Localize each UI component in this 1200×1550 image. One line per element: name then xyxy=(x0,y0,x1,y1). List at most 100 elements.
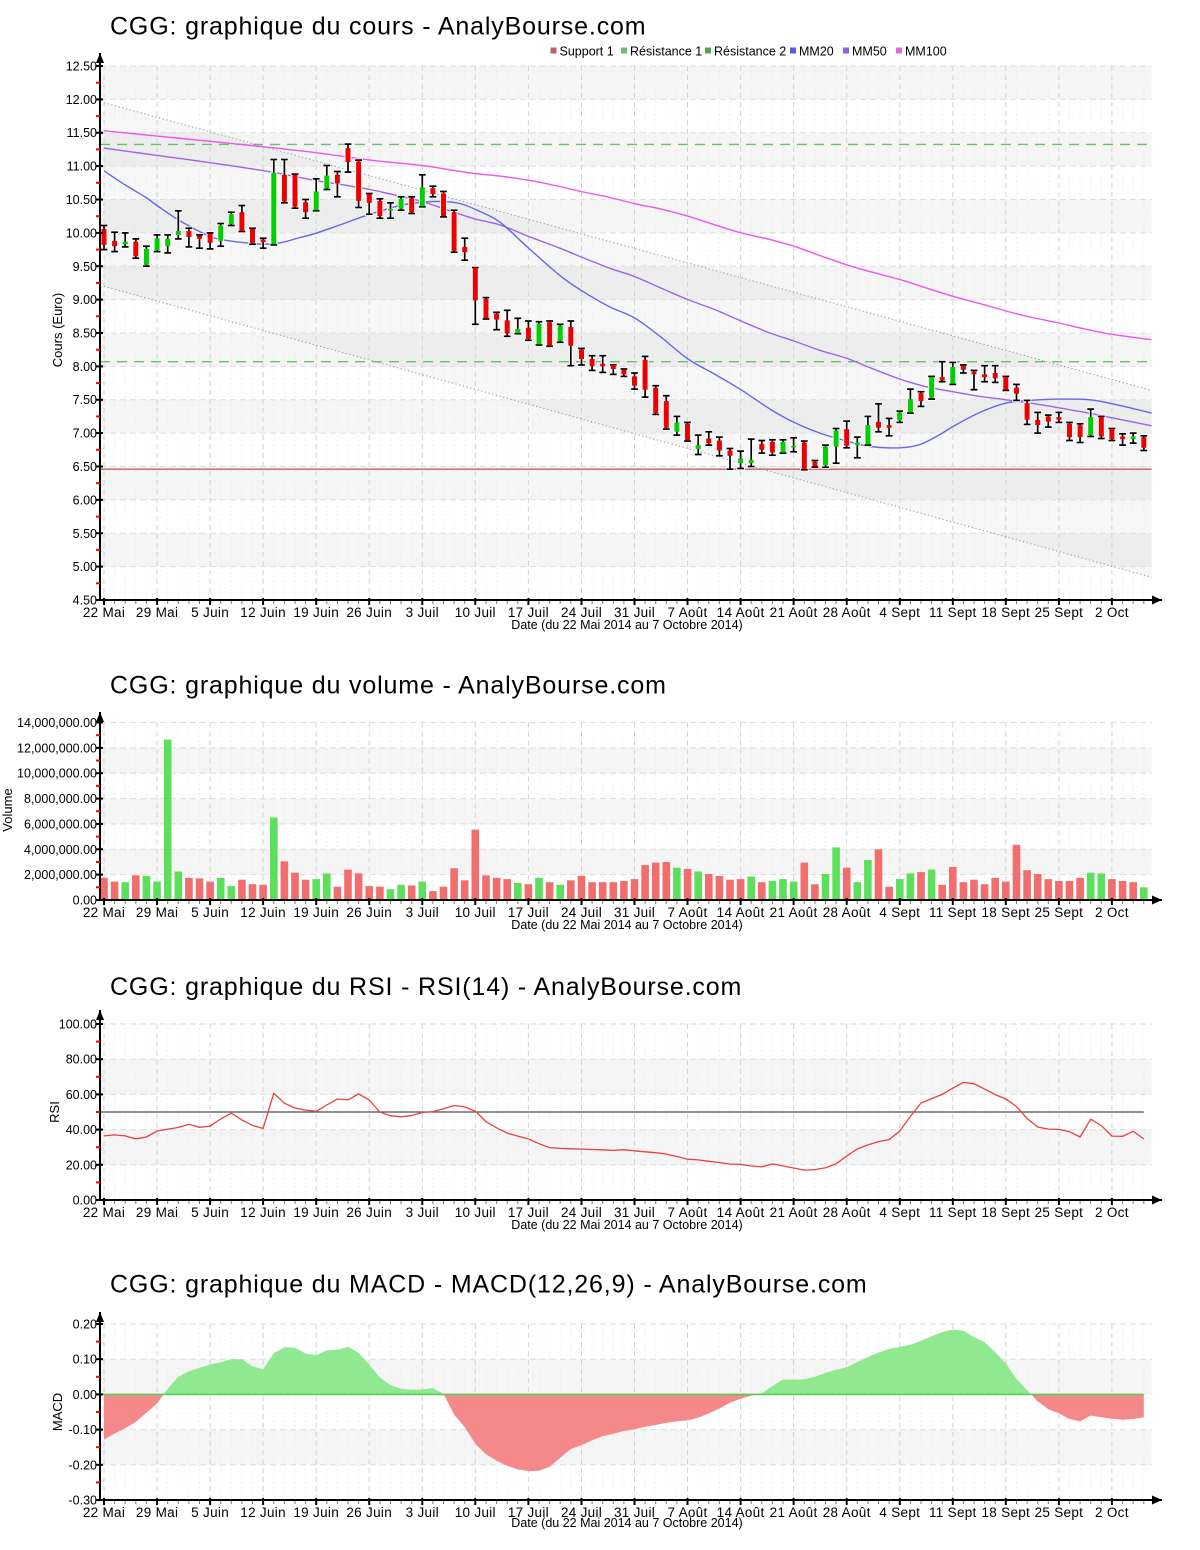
svg-text:12 Juin: 12 Juin xyxy=(240,605,286,620)
svg-text:29 Mai: 29 Mai xyxy=(136,1205,178,1220)
svg-text:4 Sept: 4 Sept xyxy=(879,905,920,920)
svg-text:2 Oct: 2 Oct xyxy=(1095,1505,1129,1520)
svg-text:10,000,000.00: 10,000,000.00 xyxy=(17,767,97,781)
svg-text:21 Août: 21 Août xyxy=(770,905,818,920)
svg-text:12 Juin: 12 Juin xyxy=(240,905,286,920)
svg-text:25 Sept: 25 Sept xyxy=(1035,605,1084,620)
svg-text:4 Sept: 4 Sept xyxy=(879,1205,920,1220)
svg-text:14 Août: 14 Août xyxy=(717,1205,765,1220)
svg-text:MM100: MM100 xyxy=(905,45,947,59)
svg-text:26 Juin: 26 Juin xyxy=(346,905,392,920)
svg-text:31 Juil: 31 Juil xyxy=(614,1205,655,1220)
svg-text:18 Sept: 18 Sept xyxy=(981,605,1030,620)
svg-text:17 Juil: 17 Juil xyxy=(508,1505,549,1520)
svg-text:-0.20: -0.20 xyxy=(69,1458,98,1472)
svg-text:Date (du 22 Mai 2014 au 7 Octo: Date (du 22 Mai 2014 au 7 Octobre 2014) xyxy=(511,618,742,632)
svg-text:7 Août: 7 Août xyxy=(667,1205,707,1220)
svg-text:9.00: 9.00 xyxy=(73,293,97,307)
svg-text:24 Juil: 24 Juil xyxy=(561,905,602,920)
svg-text:80.00: 80.00 xyxy=(66,1053,97,1067)
svg-text:-0.10: -0.10 xyxy=(69,1423,98,1437)
svg-text:0.00: 0.00 xyxy=(73,1194,97,1208)
svg-text:25 Sept: 25 Sept xyxy=(1035,905,1084,920)
svg-text:31 Juil: 31 Juil xyxy=(614,605,655,620)
svg-text:6,000,000.00: 6,000,000.00 xyxy=(24,817,97,831)
svg-text:11.50: 11.50 xyxy=(67,126,97,140)
svg-text:10.50: 10.50 xyxy=(66,193,97,207)
svg-text:CGG: graphique du volume - Ana: CGG: graphique du volume - AnalyBourse.c… xyxy=(110,672,667,700)
svg-text:10 Juil: 10 Juil xyxy=(455,905,496,920)
svg-text:28 Août: 28 Août xyxy=(823,605,871,620)
svg-text:31 Juil: 31 Juil xyxy=(614,905,655,920)
svg-text:0.20: 0.20 xyxy=(73,1318,97,1332)
svg-text:3 Juil: 3 Juil xyxy=(406,905,439,920)
svg-text:CGG: graphique du RSI - RSI(14: CGG: graphique du RSI - RSI(14) - AnalyB… xyxy=(110,973,742,1001)
svg-text:20.00: 20.00 xyxy=(66,1158,97,1172)
svg-text:11 Sept: 11 Sept xyxy=(929,905,977,920)
svg-text:5.00: 5.00 xyxy=(73,560,97,574)
svg-text:6.00: 6.00 xyxy=(73,493,97,507)
svg-text:7.50: 7.50 xyxy=(73,393,97,407)
svg-text:Résistance 2: Résistance 2 xyxy=(714,45,786,59)
svg-text:5 Juin: 5 Juin xyxy=(191,1205,229,1220)
svg-text:21 Août: 21 Août xyxy=(770,1505,818,1520)
svg-text:19 Juin: 19 Juin xyxy=(293,605,339,620)
svg-text:60.00: 60.00 xyxy=(66,1088,97,1102)
svg-text:5 Juin: 5 Juin xyxy=(191,1505,229,1520)
svg-text:10 Juil: 10 Juil xyxy=(455,1205,496,1220)
svg-text:3 Juil: 3 Juil xyxy=(406,1505,439,1520)
svg-text:19 Juin: 19 Juin xyxy=(293,1505,339,1520)
svg-text:11 Sept: 11 Sept xyxy=(929,605,977,620)
svg-text:29 Mai: 29 Mai xyxy=(136,1505,178,1520)
svg-text:26 Juin: 26 Juin xyxy=(346,1205,392,1220)
svg-text:22 Mai: 22 Mai xyxy=(83,1205,125,1220)
svg-text:28 Août: 28 Août xyxy=(823,905,871,920)
svg-text:21 Août: 21 Août xyxy=(770,605,818,620)
svg-text:MACD: MACD xyxy=(50,1393,65,1431)
svg-text:2,000,000.00: 2,000,000.00 xyxy=(24,868,97,882)
svg-text:8.50: 8.50 xyxy=(73,327,97,341)
svg-text:4.50: 4.50 xyxy=(73,594,97,608)
svg-text:4,000,000.00: 4,000,000.00 xyxy=(24,843,97,857)
svg-text:100.00: 100.00 xyxy=(59,1018,97,1032)
svg-text:Date (du 22 Mai 2014 au 7 Octo: Date (du 22 Mai 2014 au 7 Octobre 2014) xyxy=(511,1218,742,1232)
svg-text:24 Juil: 24 Juil xyxy=(561,1505,602,1520)
svg-text:29 Mai: 29 Mai xyxy=(136,905,178,920)
svg-text:Cours (Euro): Cours (Euro) xyxy=(50,293,65,367)
svg-text:18 Sept: 18 Sept xyxy=(981,1205,1030,1220)
svg-text:24 Juil: 24 Juil xyxy=(561,1205,602,1220)
svg-text:25 Sept: 25 Sept xyxy=(1035,1505,1084,1520)
svg-text:28 Août: 28 Août xyxy=(823,1205,871,1220)
svg-text:Volume: Volume xyxy=(0,788,15,831)
svg-text:Date (du 22 Mai 2014 au 7 Octo: Date (du 22 Mai 2014 au 7 Octobre 2014) xyxy=(511,1516,742,1530)
svg-text:28 Août: 28 Août xyxy=(823,1505,871,1520)
svg-text:14 Août: 14 Août xyxy=(717,605,765,620)
svg-text:0.00: 0.00 xyxy=(73,894,97,908)
svg-text:10 Juil: 10 Juil xyxy=(455,605,496,620)
svg-text:31 Juil: 31 Juil xyxy=(614,1505,655,1520)
svg-text:Support 1: Support 1 xyxy=(560,45,614,59)
svg-text:26 Juin: 26 Juin xyxy=(346,1505,392,1520)
svg-text:8,000,000.00: 8,000,000.00 xyxy=(24,792,97,806)
svg-text:Résistance 1: Résistance 1 xyxy=(630,45,702,59)
svg-text:11 Sept: 11 Sept xyxy=(929,1505,977,1520)
svg-text:11 Sept: 11 Sept xyxy=(929,1205,977,1220)
svg-text:12,000,000.00: 12,000,000.00 xyxy=(17,741,97,755)
svg-text:26 Juin: 26 Juin xyxy=(346,605,392,620)
svg-text:10 Juil: 10 Juil xyxy=(455,1505,496,1520)
svg-text:14 Août: 14 Août xyxy=(717,1505,765,1520)
svg-text:22 Mai: 22 Mai xyxy=(83,1505,125,1520)
svg-text:5 Juin: 5 Juin xyxy=(191,605,229,620)
svg-text:17 Juil: 17 Juil xyxy=(508,1205,549,1220)
svg-text:17 Juil: 17 Juil xyxy=(508,905,549,920)
svg-text:RSI: RSI xyxy=(47,1101,62,1123)
svg-text:12.00: 12.00 xyxy=(66,93,97,107)
svg-text:0.00: 0.00 xyxy=(73,1388,97,1402)
svg-text:11.00: 11.00 xyxy=(67,160,97,174)
svg-text:14 Août: 14 Août xyxy=(717,905,765,920)
svg-text:5.50: 5.50 xyxy=(73,527,97,541)
svg-text:2 Oct: 2 Oct xyxy=(1095,1205,1129,1220)
svg-text:7.00: 7.00 xyxy=(73,427,97,441)
svg-text:4 Sept: 4 Sept xyxy=(879,605,920,620)
svg-text:MM50: MM50 xyxy=(852,45,887,59)
